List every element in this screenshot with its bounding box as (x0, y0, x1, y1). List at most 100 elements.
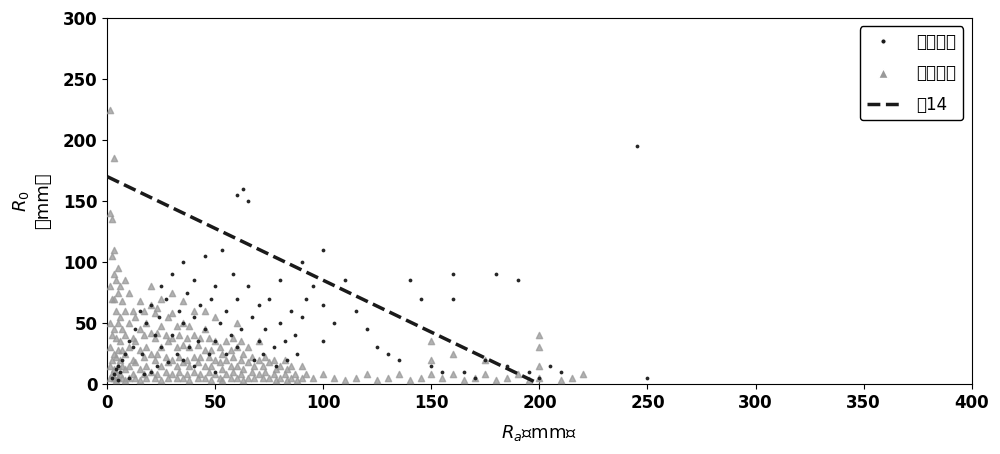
Point (229, 320, 245, 327)
Point (169, 344, 185, 351)
Point (287, 370, 303, 378)
Point (255, 350, 271, 357)
Point (164, 356, 180, 363)
Point (261, 375, 277, 382)
Point (114, 356, 130, 363)
Point (186, 354, 202, 361)
Point (553, 377, 569, 384)
Point (160, 359, 176, 366)
Point (164, 370, 180, 378)
Point (240, 344, 256, 351)
Point (160, 313, 176, 321)
Point (201, 368, 217, 375)
Point (257, 354, 273, 361)
Point (244, 313, 260, 321)
Point (112, 368, 128, 375)
Point (225, 354, 241, 361)
Point (181, 344, 197, 351)
Point (186, 362, 202, 370)
Point (125, 370, 141, 378)
Point (266, 356, 282, 363)
Point (272, 375, 288, 382)
Point (153, 344, 169, 351)
Point (315, 338, 331, 345)
Point (186, 313, 202, 321)
Point (240, 375, 256, 382)
Point (531, 362, 547, 370)
Point (229, 344, 245, 351)
Point (102, 320, 118, 327)
Point (251, 338, 267, 345)
Point (149, 329, 165, 336)
Point (348, 307, 364, 315)
Point (153, 344, 169, 351)
Point (201, 350, 217, 357)
Point (192, 334, 208, 341)
Point (380, 350, 396, 357)
Point (110, 362, 126, 370)
Point (108, 366, 124, 373)
Point (132, 346, 148, 354)
Point (277, 370, 293, 378)
Point (391, 356, 407, 363)
Point (110, 375, 126, 382)
Point (268, 377, 284, 384)
Point (246, 356, 262, 363)
Point (158, 368, 174, 375)
Point (223, 331, 239, 339)
Point (153, 377, 169, 384)
Point (175, 258, 191, 266)
Point (235, 377, 251, 384)
Point (117, 277, 133, 284)
Point (112, 370, 128, 378)
Point (127, 326, 143, 333)
Point (132, 297, 148, 305)
Point (521, 377, 537, 384)
Point (246, 375, 262, 382)
Point (369, 377, 385, 384)
Point (315, 301, 331, 308)
Point (127, 375, 143, 382)
Point (106, 295, 122, 302)
Point (207, 370, 223, 378)
Point (114, 297, 130, 305)
Point (207, 313, 223, 321)
Point (186, 368, 202, 375)
Point (112, 356, 128, 363)
Point (149, 305, 165, 312)
Point (169, 350, 185, 357)
Point (136, 370, 152, 378)
Point (179, 370, 195, 378)
Point (127, 359, 143, 366)
Point (553, 368, 569, 375)
Point (277, 356, 293, 363)
Point (175, 297, 191, 305)
Point (289, 377, 305, 384)
Point (531, 331, 547, 339)
Point (114, 346, 130, 354)
Point (315, 246, 331, 253)
Point (147, 310, 163, 317)
Point (197, 375, 213, 382)
Point (233, 370, 249, 378)
Point (244, 368, 260, 375)
Point (305, 283, 321, 290)
Point (223, 375, 239, 382)
Point (434, 375, 450, 382)
Point (531, 375, 547, 382)
Legend: 有灾害日, 无灾害日, 式14: 有灾害日, 无灾害日, 式14 (860, 26, 963, 120)
Point (244, 354, 260, 361)
Point (423, 362, 439, 370)
Point (225, 271, 241, 278)
Point (315, 370, 331, 378)
Point (251, 356, 267, 363)
Point (114, 375, 130, 382)
Point (229, 344, 245, 351)
Point (218, 370, 234, 378)
Point (223, 346, 239, 354)
Point (445, 271, 461, 278)
Point (110, 289, 126, 296)
Point (186, 331, 202, 339)
Point (294, 313, 310, 321)
Point (203, 346, 219, 354)
